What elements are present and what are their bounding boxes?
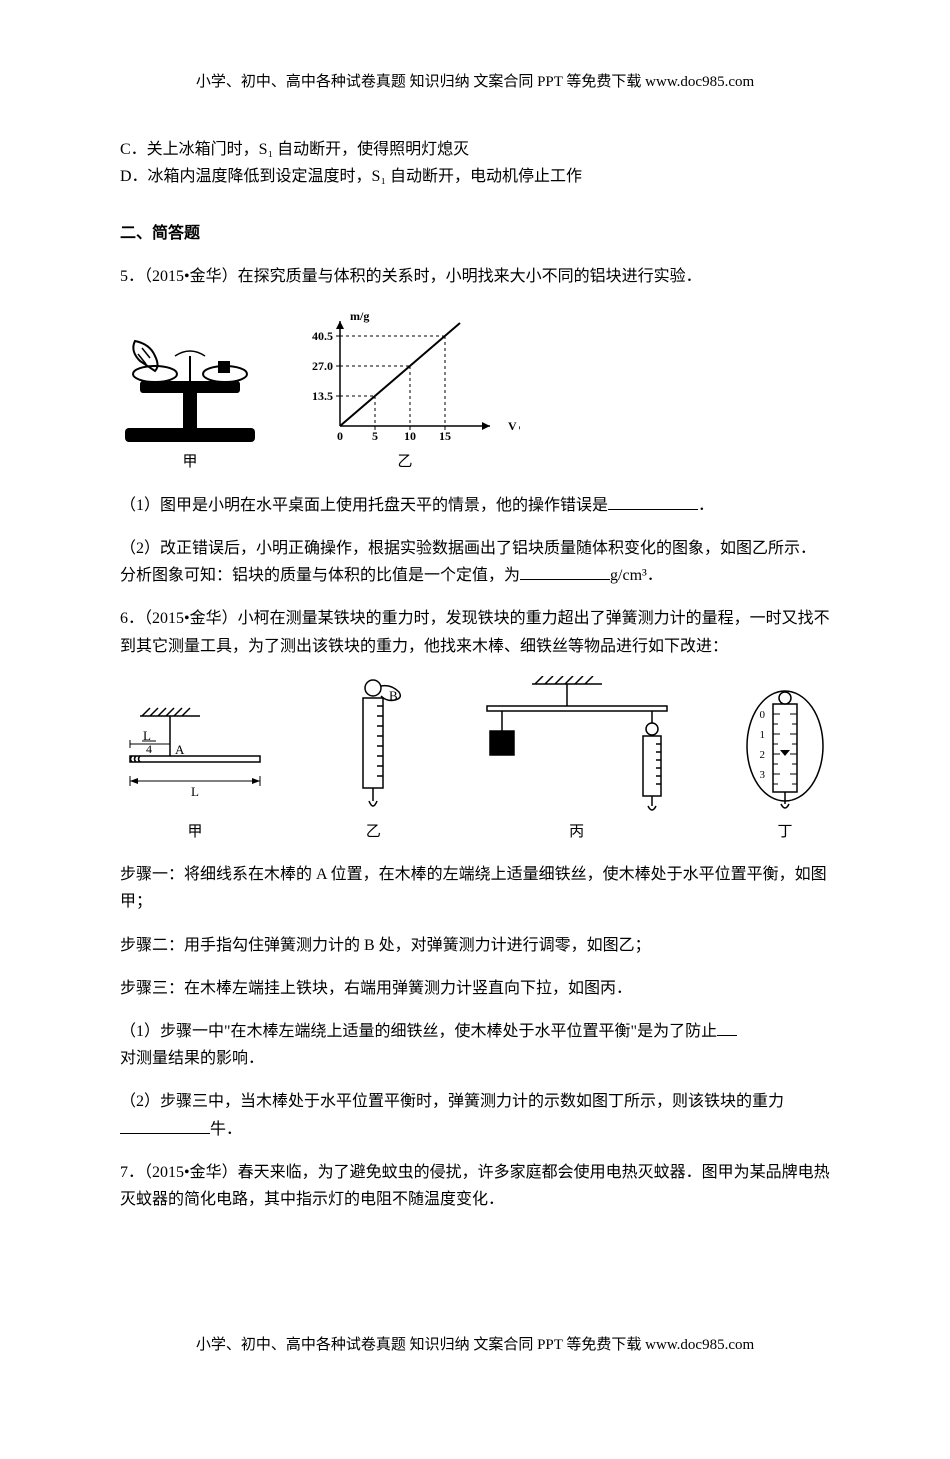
svg-text:0: 0 [337, 429, 343, 443]
svg-text:27.0: 27.0 [312, 359, 333, 373]
svg-text:2: 2 [759, 749, 765, 761]
q6-figure-yi: B 乙 [333, 676, 413, 846]
q5-jia-label: 甲 [182, 450, 197, 476]
section-2-title: 二、简答题 [120, 220, 830, 247]
blank [120, 1117, 210, 1134]
lever-bing-icon [477, 676, 677, 816]
blank [608, 493, 698, 510]
q5-stem: 5．（2015•金华）在探究质量与体积的关系时，小明找来大小不同的铝块进行实验． [120, 263, 830, 290]
question-5: 5．（2015•金华）在探究质量与体积的关系时，小明找来大小不同的铝块进行实验． [120, 263, 830, 589]
page-footer: 小学、初中、高中各种试卷真题 知识归纳 文案合同 PPT 等免费下载 www.d… [120, 1333, 830, 1359]
q5-sub1-text: （1）图甲是小明在水平桌面上使用托盘天平的情景，他的操作错误是 [120, 497, 608, 514]
q6-sub2: （2）步骤三中，当木棒处于水平位置平衡时，弹簧测力计的示数如图丁所示，则该铁块的… [120, 1088, 830, 1142]
q5-figures: 甲 0 5 10 15 V cm³ [120, 306, 830, 476]
q6-sub1-tail: 对测量结果的影响． [120, 1050, 264, 1067]
q6-sub2-tail: 牛． [210, 1121, 242, 1138]
q5-sub1-tail: ． [698, 497, 714, 514]
q6-stem: 6．（2015•金华）小柯在测量某铁块的重力时，发现铁块的重力超出了弹簧测力计的… [120, 605, 830, 659]
svg-text:13.5: 13.5 [312, 389, 333, 403]
svg-text:B: B [389, 688, 398, 703]
svg-text:L: L [191, 784, 199, 799]
q6-jia-label: 甲 [187, 820, 202, 846]
svg-text:m/g: m/g [350, 309, 369, 323]
question-7: 7．（2015•金华）春天来临，为了避免蚊虫的侵扰，许多家庭都会使用电热灭蚊器．… [120, 1159, 830, 1213]
q6-figures: L 4 A L 甲 [120, 676, 830, 846]
svg-text:5: 5 [372, 429, 378, 443]
q5-sub1: （1）图甲是小明在水平桌面上使用托盘天平的情景，他的操作错误是 ． [120, 492, 830, 519]
q6-step2: 步骤二：用手指勾住弹簧测力计的 B 处，对弹簧测力计进行调零，如图乙； [120, 932, 830, 959]
svg-text:1: 1 [759, 729, 765, 741]
balance-icon [120, 336, 260, 446]
q6-bing-label: 丙 [569, 820, 584, 846]
q6-sub2-text: （2）步骤三中，当木棒处于水平位置平衡时，弹簧测力计的示数如图丁所示，则该铁块的… [120, 1093, 784, 1110]
q6-ding-label: 丁 [777, 820, 792, 846]
svg-text:0: 0 [759, 709, 765, 721]
q5-sub2-text: （2）改正错误后，小明正确操作，根据实验数据画出了铝块质量随体积变化的图象，如图… [120, 540, 816, 584]
q6-figure-bing: 丙 [477, 676, 677, 846]
q6-step3: 步骤三：在木棒左端挂上铁块，右端用弹簧测力计竖直向下拉，如图丙． [120, 975, 830, 1002]
svg-text:15: 15 [439, 429, 451, 443]
q5-sub2-tail: g/cm³． [610, 567, 663, 584]
lever-icon: L 4 A L [120, 696, 270, 816]
spring-scale-ding-icon: 0 1 2 3 [740, 686, 830, 816]
page-header: 小学、初中、高中各种试卷真题 知识归纳 文案合同 PPT 等免费下载 www.d… [120, 70, 830, 96]
blank [717, 1019, 737, 1036]
mv-chart: 0 5 10 15 V cm³ 13.5 27.0 40.5 m/g [290, 306, 520, 446]
svg-text:10: 10 [404, 429, 416, 443]
svg-text:40.5: 40.5 [312, 329, 333, 343]
q7-stem: 7．（2015•金华）春天来临，为了避免蚊虫的侵扰，许多家庭都会使用电热灭蚊器．… [120, 1159, 830, 1213]
svg-text:A: A [175, 742, 185, 757]
q5-sub2: （2）改正错误后，小明正确操作，根据实验数据画出了铝块质量随体积变化的图象，如图… [120, 535, 830, 589]
q5-figure-yi: 0 5 10 15 V cm³ 13.5 27.0 40.5 m/g [290, 306, 520, 476]
q6-step1: 步骤一：将细线系在木棒的 A 位置，在木棒的左端绕上适量细铁丝，使木棒处于水平位… [120, 861, 830, 915]
q6-sub1-text: （1）步骤一中"在木棒左端绕上适量的细铁丝，使木棒处于水平位置平衡"是为了防止 [120, 1023, 717, 1040]
q5-yi-label: 乙 [397, 450, 412, 476]
option-d: D．冰箱内温度降低到设定温度时，S₁ 自动断开，电动机停止工作 [120, 163, 830, 190]
q6-figure-ding: 0 1 2 3 丁 [740, 686, 830, 846]
question-6: 6．（2015•金华）小柯在测量某铁块的重力时，发现铁块的重力超出了弹簧测力计的… [120, 605, 830, 1142]
option-c: C．关上冰箱门时，S₁ 自动断开，使得照明灯熄灭 [120, 136, 830, 163]
spring-scale-yi-icon: B [333, 676, 413, 816]
q6-figure-jia: L 4 A L 甲 [120, 696, 270, 846]
svg-text:V cm³: V cm³ [508, 419, 520, 433]
q6-sub1: （1）步骤一中"在木棒左端绕上适量的细铁丝，使木棒处于水平位置平衡"是为了防止 … [120, 1018, 830, 1072]
q6-yi-label: 乙 [366, 820, 381, 846]
q5-figure-jia: 甲 [120, 336, 260, 476]
page: 小学、初中、高中各种试卷真题 知识归纳 文案合同 PPT 等免费下载 www.d… [0, 0, 950, 1459]
svg-text:4: 4 [146, 742, 152, 756]
svg-text:3: 3 [759, 769, 765, 781]
blank [520, 563, 610, 580]
